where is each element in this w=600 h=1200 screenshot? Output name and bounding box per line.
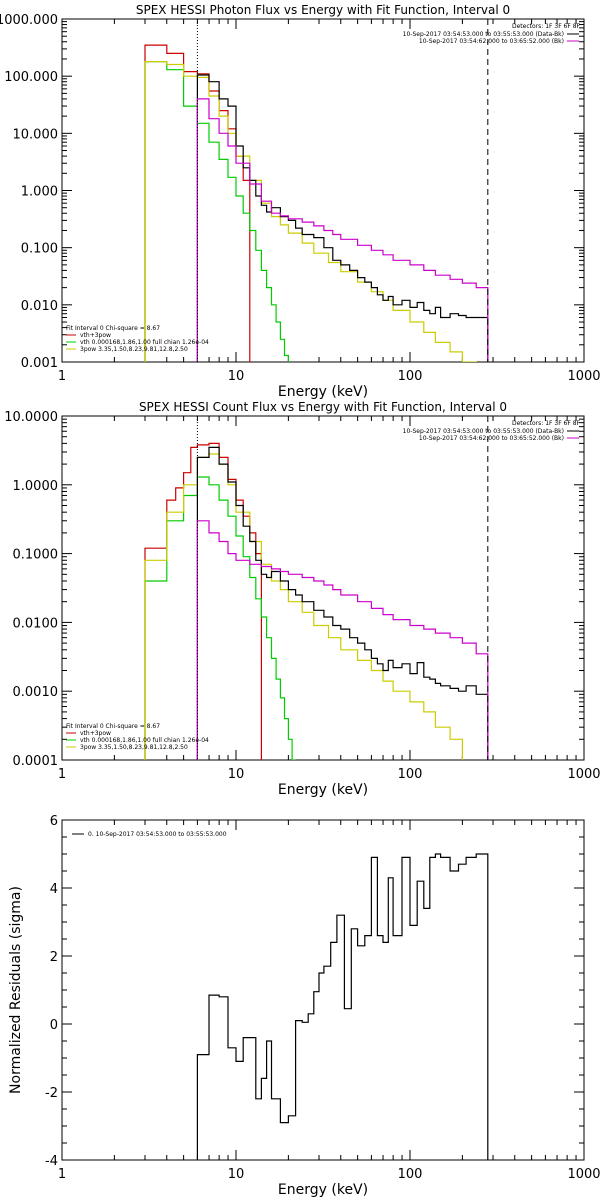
y-tick-label: 4 [50, 882, 58, 897]
y-ticks [62, 418, 584, 761]
plot-frame [61, 415, 585, 761]
y-tick-label: 0.010 [21, 299, 58, 314]
series-10Sep2017-line [196, 520, 489, 760]
series-10Sep2017-line [196, 98, 489, 362]
legend-entry-label: vth+3pow [80, 730, 111, 737]
legend-bottom-left: Fit Interval 0 Chi-square = 8.67vth+3pow… [66, 723, 209, 751]
x-axis-label: Energy (keV) [278, 782, 368, 798]
y-tick-label: 0.1000 [13, 548, 59, 563]
y-tick-label: 6 [50, 814, 58, 829]
chart-title: SPEX HESSI Photon Flux vs Energy with Fi… [136, 3, 510, 17]
chart-panel-1: 1 10 100 1000 0.001 0.010 0.100 1.000 10.000 100.… [0, 3, 600, 400]
y-ticks [62, 819, 584, 1161]
plot-frame [61, 819, 585, 1161]
y-tick-label: 0.0001 [13, 754, 59, 769]
legend-entry-label: 10-Sep-2017 03:54:53.000 to 03:55:53.000… [403, 428, 564, 435]
x-axis-label: Energy (keV) [278, 384, 368, 400]
series-vth+3pow-line [144, 442, 262, 760]
plot-area [144, 44, 489, 362]
series-3pow-line [144, 453, 463, 760]
x-tick-label: 10 [228, 767, 245, 782]
x-tick-label: 1000 [567, 369, 600, 384]
x-tick-label: 1 [58, 1167, 66, 1182]
x-tick-label: 100 [398, 1167, 423, 1182]
legend-header: Detectors: 1F 3F 6F 8F [512, 420, 581, 427]
y-axis-label: Normalized Residuals (sigma) [8, 886, 24, 1094]
legend-entry-label: 3pow 3.35,1.50,8.23,9.81,12.8,2.50 [80, 346, 188, 353]
series-3pow-line [144, 61, 489, 362]
legend-entry-label: 10-Sep-2017 03:54:53.000 to 03:55:53.000… [403, 31, 564, 38]
x-tick-label: 1000 [567, 767, 600, 782]
y-tick-label: 1000.000 [0, 13, 58, 28]
series-10Sep2017-line [196, 446, 489, 760]
series-vth-line [144, 61, 297, 362]
plot-area [144, 442, 489, 760]
series-10Sep2017-line [196, 74, 489, 362]
legend-header: Detectors: 1F 3F 6F 8F [512, 23, 581, 30]
y-tick-label: 100.000 [4, 70, 58, 85]
x-tick-label: 10 [228, 369, 245, 384]
y-tick-label: 0 [50, 1018, 58, 1033]
legend-header: Fit Interval 0 Chi-square = 8.67 [66, 325, 160, 332]
chart-title: SPEX HESSI Count Flux vs Energy with Fit… [139, 400, 507, 414]
legend-header: Fit Interval 0 Chi-square = 8.67 [66, 723, 160, 730]
legend-entry-label: 10-Sep-2017 03:54:62.000 to 03:65:52.000… [419, 38, 564, 45]
x-tick-label: 1 [58, 369, 66, 384]
y-tick-label: 0.100 [21, 242, 58, 257]
x-tick-label: 100 [398, 369, 423, 384]
series-0-line [196, 853, 489, 1160]
x-tick-label: 100 [398, 767, 423, 782]
legend-entry-label: vth 0.000168,1.86,1.00 full chian 1.26e-… [80, 339, 209, 346]
plot-area [196, 853, 489, 1160]
plot-frame [61, 18, 585, 363]
x-ticks [61, 416, 577, 760]
legend-entry-label: vth+3pow [80, 332, 111, 339]
y-ticks [62, 21, 584, 363]
y-tick-label: 10.0000 [4, 410, 58, 425]
x-ticks [61, 19, 577, 362]
y-tick-label: -4 [45, 1154, 58, 1169]
series-vth-line [144, 476, 296, 760]
legend-entry-label: 3pow 3.35,1.50,8.23,9.81,12.8,2.50 [80, 744, 188, 751]
chart-panel-3: 1 10 100 1000 -4 -2 0 2 4 6 Energy (keV) Normalized… [8, 814, 600, 1198]
legend-entry-label: vth 0.000168,1.86,1.00 full chian 1.26e-… [80, 737, 209, 744]
legend-entry-label: 10-Sep-2017 03:54:62.000 to 03:65:52.000… [419, 435, 564, 442]
x-tick-label: 10 [228, 1167, 245, 1182]
chart-panel-2: 1 10 100 1000 0.0001 0.0010 0.0100 0.1000 1.0000… [4, 400, 600, 798]
y-tick-label: 0.0100 [13, 616, 59, 631]
y-tick-label: 1.000 [21, 185, 58, 200]
y-tick-label: 0.001 [21, 356, 58, 371]
legend-bottom-left: Fit Interval 0 Chi-square = 8.67vth+3pow… [66, 325, 209, 353]
y-tick-label: 1.0000 [13, 479, 59, 494]
y-tick-label: -2 [45, 1086, 58, 1101]
x-axis-label: Energy (keV) [278, 1182, 368, 1198]
legend-entry-label: 0. 10-Sep-2017 03:54:53.000 to 03:55:53.… [88, 831, 227, 838]
y-tick-label: 2 [50, 950, 58, 965]
legend-top-left: 0. 10-Sep-2017 03:54:53.000 to 03:55:53.… [72, 831, 227, 838]
x-tick-label: 1000 [567, 1167, 600, 1182]
y-tick-label: 0.0010 [13, 685, 59, 700]
x-tick-label: 1 [58, 767, 66, 782]
y-tick-label: 10.000 [13, 127, 59, 142]
